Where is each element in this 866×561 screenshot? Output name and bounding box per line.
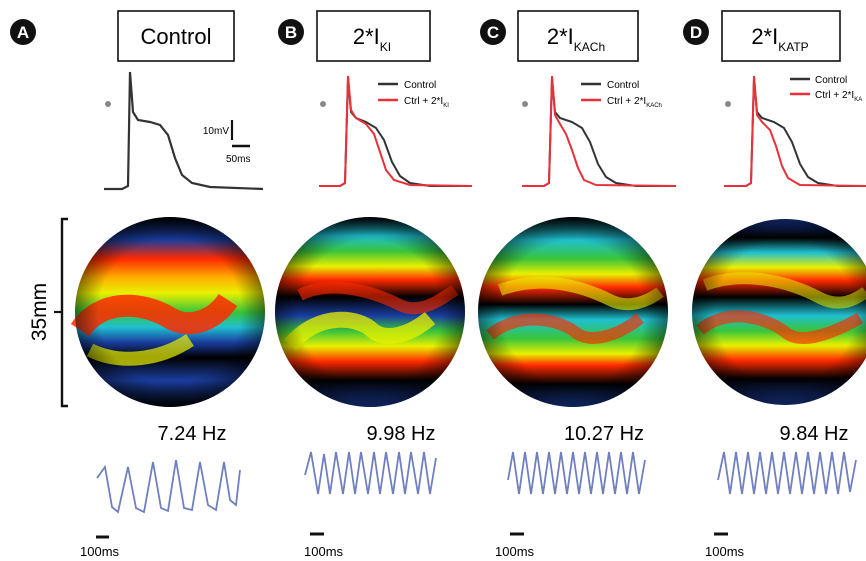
panel-d-ecg-trace <box>717 451 857 495</box>
panel-d-spiral-map <box>692 219 866 405</box>
panel-c-time-scale: 100ms <box>495 544 535 559</box>
panel-b: B 2*IKI Control Ctrl + 2*IKI 9.98 Hz 100… <box>275 10 473 559</box>
panel-d-legend-control: Control <box>815 75 847 86</box>
panel-b-legend-modified: Ctrl + 2*IKI <box>404 96 449 109</box>
spatial-scale-label: 35mm <box>28 283 51 341</box>
panel-b-letter: B <box>285 23 297 42</box>
panel-c-frequency: 10.27 Hz <box>564 423 644 445</box>
panel-c-legend-modified: Ctrl + 2*IKACh <box>607 96 662 109</box>
panel-a-voltage-scale: 10mV <box>203 126 229 137</box>
panel-a-time-scale: 100ms <box>80 544 120 559</box>
panel-a-letter: A <box>17 23 29 42</box>
panel-d-title: 2*IKATP <box>751 24 808 54</box>
panel-c-action-potential <box>522 75 677 187</box>
panel-a-spiral-map <box>70 217 265 407</box>
panel-b-title-box <box>316 10 431 62</box>
panel-b-ecg-trace <box>304 451 437 495</box>
panel-a-title: Control <box>141 24 212 49</box>
panel-c-legend-control: Control <box>607 80 639 91</box>
panel-d-title-box <box>721 10 841 62</box>
panel-a-scale-bar: 10mV 50ms <box>203 120 250 165</box>
panel-c: C 2*IKACh Control Ctrl + 2*IKACh 10.27 H… <box>478 10 677 559</box>
panel-a-ecg-trace <box>96 459 241 514</box>
panel-b-badge <box>278 19 304 45</box>
panel-c-modified-trace <box>522 75 677 187</box>
panel-d-time-scale: 100ms <box>705 544 745 559</box>
panel-d: D 2*IKATP Control Ctrl + 2*IKA 9.84 Hz 1… <box>683 10 866 559</box>
panel-c-control-trace <box>522 77 676 187</box>
panel-a-control-trace <box>104 71 264 191</box>
panel-d-legend-modified: Ctrl + 2*IKA <box>815 90 862 103</box>
panel-b-control-trace <box>319 77 472 187</box>
panel-a-badge <box>10 19 36 45</box>
panel-b-modified-trace <box>319 75 473 187</box>
panel-c-spiral-map <box>478 217 668 407</box>
panel-b-legend: Control Ctrl + 2*IKI <box>378 80 449 109</box>
spatial-scale-bracket: 35mm <box>28 217 68 408</box>
panel-a-title-box <box>117 10 235 62</box>
panel-b-time-scale: 100ms <box>304 544 344 559</box>
panel-b-spiral-map <box>275 217 465 407</box>
panel-d-action-potential <box>724 75 866 187</box>
panel-c-letter: C <box>487 23 499 42</box>
panel-a-action-potential <box>104 71 264 191</box>
panel-b-title: 2*IKI <box>353 24 391 54</box>
panel-d-legend: Control Ctrl + 2*IKA <box>790 75 862 103</box>
panel-c-legend: Control Ctrl + 2*IKACh <box>581 80 662 109</box>
panel-b-frequency: 9.98 Hz <box>367 423 436 445</box>
panel-d-letter: D <box>690 23 702 42</box>
panel-d-frequency: 9.84 Hz <box>780 423 849 445</box>
panel-c-title-box <box>517 10 639 62</box>
panel-a: A Control 10mV 50ms 35mm 7.24 Hz <box>10 10 265 559</box>
panel-a-frequency: 7.24 Hz <box>158 423 227 445</box>
panel-b-action-potential <box>319 75 473 187</box>
panel-d-badge <box>683 19 709 45</box>
panel-d-modified-trace <box>724 75 866 187</box>
panel-c-ecg-trace <box>507 451 646 495</box>
panel-b-legend-control: Control <box>404 80 436 91</box>
panel-a-time-scale-ap: 50ms <box>226 154 250 165</box>
panel-c-badge <box>480 19 506 45</box>
panel-c-title: 2*IKACh <box>547 24 605 54</box>
